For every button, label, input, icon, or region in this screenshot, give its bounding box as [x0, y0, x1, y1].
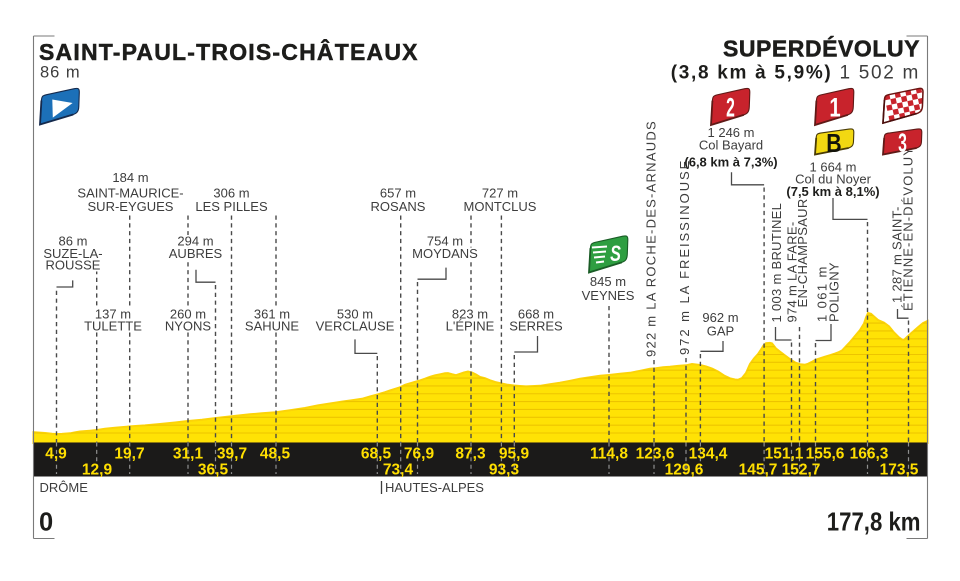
svg-text:76,9: 76,9	[404, 445, 435, 462]
svg-text:SERRES: SERRES	[509, 319, 563, 334]
svg-text:SAINT-MAURICE-: SAINT-MAURICE-	[77, 186, 183, 201]
svg-text:972 m LA FREISSINOUSE: 972 m LA FREISSINOUSE	[677, 159, 692, 355]
svg-text:166,3: 166,3	[850, 445, 889, 462]
svg-text:1 664 m: 1 664 m	[810, 160, 857, 175]
svg-text:NYONS: NYONS	[165, 319, 212, 334]
svg-text:137 m: 137 m	[95, 307, 131, 322]
svg-text:TULETTE: TULETTE	[84, 319, 142, 334]
svg-text:155,6: 155,6	[806, 445, 845, 462]
svg-text:134,4: 134,4	[689, 445, 728, 462]
svg-text:AUBRES: AUBRES	[169, 246, 223, 261]
svg-text:ROSANS: ROSANS	[371, 199, 426, 214]
svg-text:123,6: 123,6	[636, 445, 675, 462]
svg-text:0: 0	[39, 509, 53, 537]
svg-text:306 m: 306 m	[213, 186, 249, 201]
svg-text:DRÔME: DRÔME	[40, 480, 89, 495]
svg-text:31,1: 31,1	[173, 445, 204, 462]
svg-text:Col du Noyer: Col du Noyer	[795, 171, 872, 186]
svg-text:L'ÉPINE: L'ÉPINE	[446, 319, 495, 334]
svg-text:114,8: 114,8	[590, 445, 628, 462]
svg-text:668 m: 668 m	[518, 307, 554, 322]
svg-text:129,6: 129,6	[665, 462, 704, 479]
svg-text:39,7: 39,7	[217, 445, 247, 462]
svg-text:GAP: GAP	[707, 324, 734, 339]
svg-text:1: 1	[829, 93, 840, 124]
svg-text:(7,5 km à 8,1%): (7,5 km à 8,1%)	[786, 184, 879, 199]
svg-text:ROUSSE: ROUSSE	[46, 258, 101, 273]
svg-text:SUR-EYGUES: SUR-EYGUES	[88, 199, 174, 214]
svg-text:4,9: 4,9	[45, 445, 67, 462]
svg-text:95,9: 95,9	[499, 445, 530, 462]
svg-text:(3,8 km à 5,9%) 1 502 m: (3,8 km à 5,9%) 1 502 m	[671, 63, 920, 84]
svg-text:294 m: 294 m	[177, 234, 213, 249]
svg-text:361 m: 361 m	[254, 307, 290, 322]
svg-text:HAUTES-ALPES: HAUTES-ALPES	[385, 480, 484, 495]
svg-text:VEYNES: VEYNES	[582, 288, 635, 303]
svg-text:SAHUNE: SAHUNE	[245, 319, 300, 334]
svg-text:SAINT-PAUL-TROIS-CHÂTEAUX: SAINT-PAUL-TROIS-CHÂTEAUX	[39, 38, 419, 65]
svg-text:12,9: 12,9	[82, 462, 113, 479]
svg-text:MONTCLUS: MONTCLUS	[464, 199, 537, 214]
svg-text:B: B	[826, 129, 841, 159]
svg-text:86 m: 86 m	[59, 234, 88, 249]
svg-text:MOYDANS: MOYDANS	[412, 246, 478, 261]
svg-text:962 m: 962 m	[702, 310, 738, 325]
svg-text:152,7: 152,7	[782, 462, 821, 479]
svg-text:19,7: 19,7	[114, 445, 144, 462]
svg-text:151,1: 151,1	[765, 445, 804, 462]
svg-text:823 m: 823 m	[452, 307, 488, 322]
svg-text:177,8 km: 177,8 km	[827, 508, 921, 537]
svg-text:68,5: 68,5	[361, 445, 392, 462]
svg-text:SUPERDÉVOLUY: SUPERDÉVOLUY	[723, 35, 920, 62]
svg-text:922 m LA ROCHE-DES-ARNAUDS: 922 m LA ROCHE-DES-ARNAUDS	[644, 120, 659, 357]
svg-text:LES PILLES: LES PILLES	[195, 199, 268, 214]
svg-text:2: 2	[726, 92, 735, 123]
svg-text:Col Bayard: Col Bayard	[699, 138, 763, 153]
svg-text:845 m: 845 m	[590, 274, 626, 289]
svg-text:ÉTIENNE-EN-DÉVOLUY: ÉTIENNE-EN-DÉVOLUY	[901, 146, 916, 311]
svg-text:3: 3	[898, 130, 907, 158]
svg-text:(6,8 km à 7,3%): (6,8 km à 7,3%)	[684, 154, 777, 169]
svg-text:73,4: 73,4	[383, 462, 414, 479]
svg-text:530 m: 530 m	[337, 307, 373, 322]
svg-text:184 m: 184 m	[112, 170, 148, 185]
svg-text:260 m: 260 m	[170, 307, 206, 322]
svg-text:1 003 m BRUTINEL: 1 003 m BRUTINEL	[769, 203, 784, 323]
svg-text:48,5: 48,5	[260, 445, 291, 462]
svg-text:87,3: 87,3	[455, 445, 486, 462]
svg-text:86 m: 86 m	[40, 64, 81, 82]
svg-text:VERCLAUSE: VERCLAUSE	[316, 319, 395, 334]
svg-text:1 287 m SAINT-: 1 287 m SAINT-	[890, 206, 905, 303]
svg-text:1 246 m: 1 246 m	[708, 125, 755, 140]
svg-text:974 m LA FARE-: 974 m LA FARE-	[785, 221, 800, 322]
svg-text:POLIGNY: POLIGNY	[827, 262, 842, 322]
svg-text:173,5: 173,5	[880, 462, 919, 479]
svg-text:S: S	[610, 241, 621, 266]
svg-text:754 m: 754 m	[427, 234, 463, 249]
svg-text:EN-CHAMPSAUR: EN-CHAMPSAUR	[795, 198, 810, 307]
svg-text:1 061 m: 1 061 m	[815, 265, 830, 322]
svg-text:93,3: 93,3	[489, 462, 520, 479]
svg-text:727 m: 727 m	[482, 186, 518, 201]
svg-text:36,5: 36,5	[198, 462, 229, 479]
svg-text:657 m: 657 m	[380, 186, 416, 201]
svg-text:145,7: 145,7	[739, 462, 778, 479]
svg-text:SUZE-LA-: SUZE-LA-	[43, 246, 102, 261]
